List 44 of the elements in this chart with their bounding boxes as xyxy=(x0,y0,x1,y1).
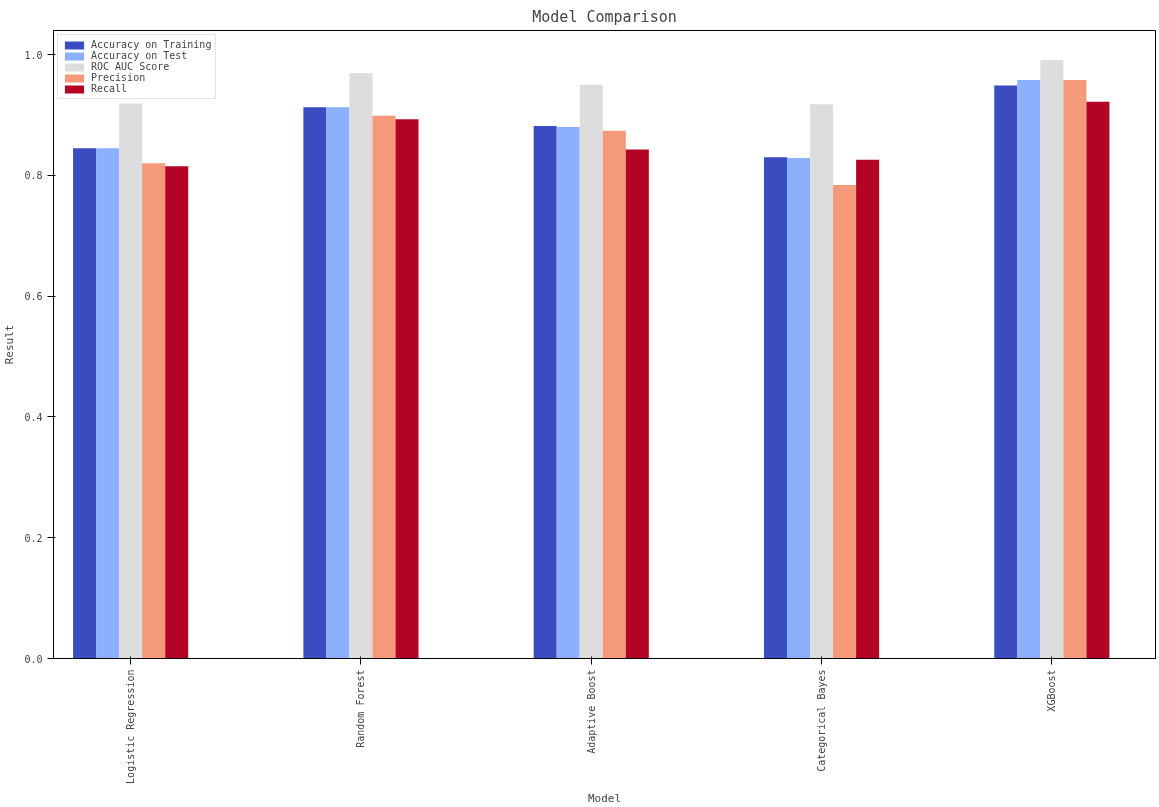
legend-label: Recall xyxy=(91,83,128,94)
x-tick-label: Categorical Bayes xyxy=(816,669,828,772)
bar xyxy=(856,159,880,659)
y-tick-label: 0.4 xyxy=(24,411,43,423)
bar xyxy=(119,103,143,659)
bar xyxy=(395,119,419,659)
bar xyxy=(165,166,189,659)
bar xyxy=(1086,101,1110,659)
x-tick-label: Adaptive Boost xyxy=(585,669,597,754)
bar xyxy=(556,127,580,659)
legend-label: Precision xyxy=(91,72,146,83)
bar xyxy=(96,148,120,659)
x-tick-label: Random Forest xyxy=(355,669,367,748)
bar xyxy=(833,185,857,659)
bar xyxy=(994,85,1018,659)
bar xyxy=(326,107,350,659)
bar xyxy=(142,163,166,659)
chart-title: Model Comparison xyxy=(532,7,677,26)
legend-label: Accuracy on Training xyxy=(91,39,212,50)
bar xyxy=(73,148,97,659)
x-tick-label: Logistic Regression xyxy=(125,669,137,784)
bar xyxy=(533,125,557,659)
bar xyxy=(349,73,373,659)
y-tick-label: 0.8 xyxy=(24,170,43,182)
y-axis-title: Result xyxy=(3,324,17,365)
bar xyxy=(372,115,396,659)
y-tick-label: 0.0 xyxy=(24,653,43,665)
legend-label: Accuracy on Test xyxy=(91,50,188,61)
x-tick-label: XGBoost xyxy=(1046,669,1058,712)
y-tick-label: 0.2 xyxy=(24,532,43,544)
bar xyxy=(1040,60,1064,659)
bar xyxy=(602,130,626,659)
y-tick-label: 1.0 xyxy=(24,49,43,61)
bar xyxy=(1063,80,1087,659)
bar xyxy=(625,149,649,659)
bar xyxy=(810,104,834,659)
bar xyxy=(787,157,811,659)
x-axis-title: Model xyxy=(587,791,622,805)
y-tick-label: 0.6 xyxy=(24,291,43,303)
bar xyxy=(303,107,327,659)
bar xyxy=(579,84,603,659)
bar xyxy=(763,157,788,659)
bar xyxy=(1017,80,1041,659)
legend-label: ROC AUC Score xyxy=(91,61,170,72)
